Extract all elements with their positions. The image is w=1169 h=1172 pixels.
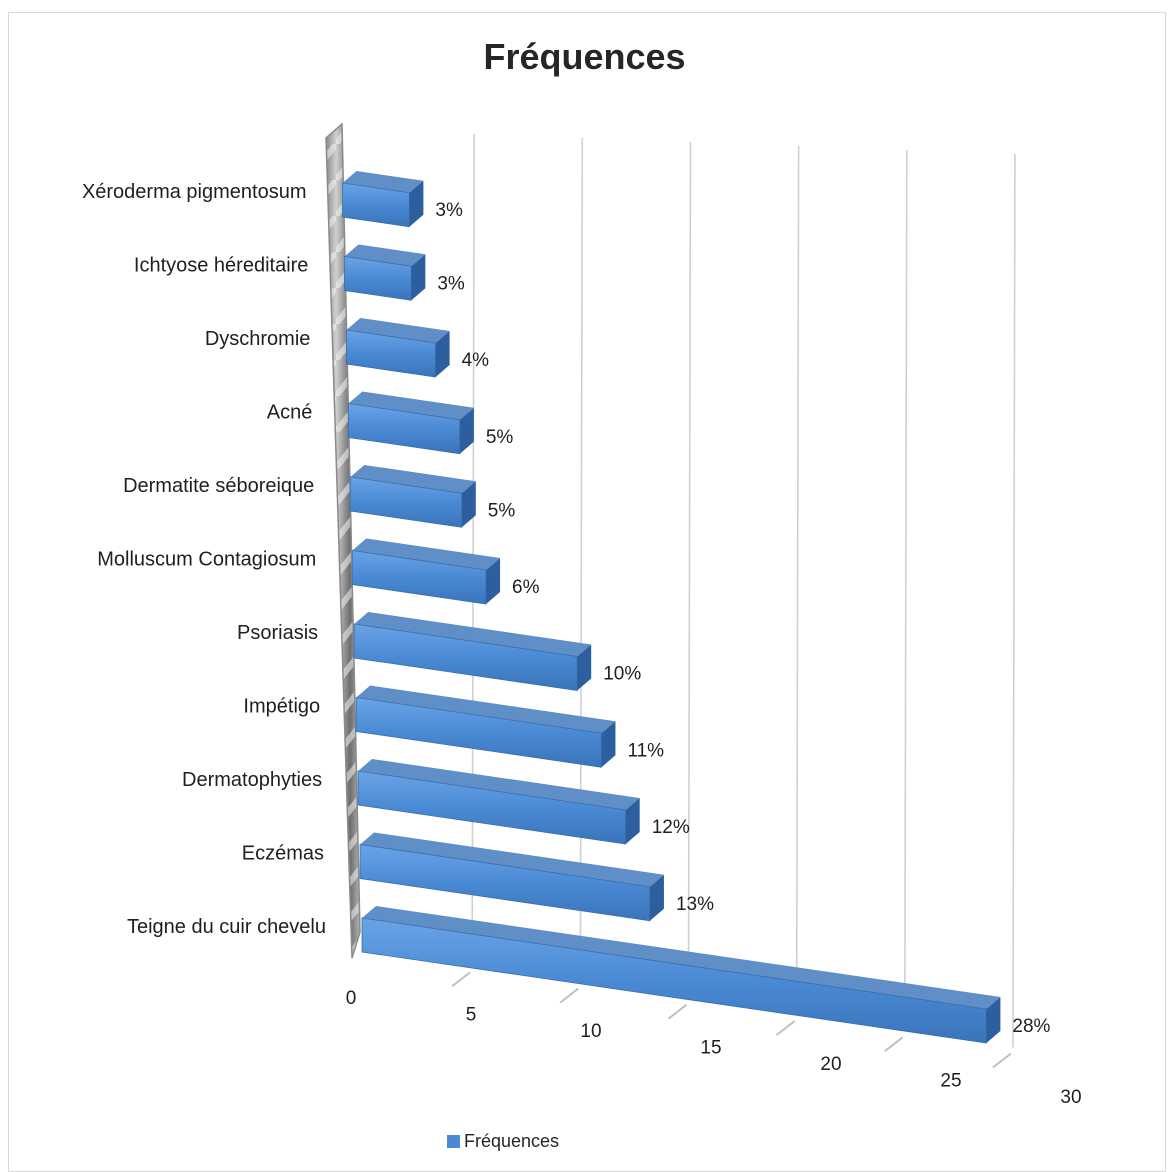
bar	[351, 538, 501, 605]
bar-end	[601, 721, 616, 768]
gridline	[903, 149, 908, 1032]
value-label: 5%	[486, 427, 514, 448]
bar	[349, 465, 476, 528]
gridline	[579, 137, 584, 983]
bar	[355, 685, 616, 768]
gridline	[471, 133, 475, 967]
bar-end	[986, 997, 1001, 1043]
floor-tick	[776, 1020, 796, 1036]
bar-top	[350, 465, 476, 494]
tick-label: 15	[700, 1038, 721, 1059]
bar	[345, 318, 450, 378]
bar	[342, 171, 424, 228]
floor-tick	[451, 971, 471, 988]
value-label: 4%	[462, 350, 490, 371]
category-label: Psoriasis	[237, 622, 318, 644]
bar-end	[649, 874, 664, 921]
bar-top	[344, 244, 426, 267]
bar-end	[625, 798, 640, 844]
bar-end	[459, 407, 474, 454]
bar-top	[360, 832, 664, 887]
bar-top	[352, 538, 501, 570]
tick-label: 0	[346, 988, 357, 1009]
value-label: 12%	[652, 817, 690, 838]
tick-label: 25	[940, 1071, 961, 1092]
bar	[359, 832, 664, 922]
bar-front	[361, 917, 987, 1044]
category-label: Dermatophyties	[182, 769, 322, 791]
bar	[347, 391, 474, 455]
category-label: Eczémas	[242, 843, 324, 865]
value-label: 6%	[512, 577, 540, 598]
bar	[357, 759, 640, 845]
back-wall	[325, 122, 361, 959]
category-label: Dyschromie	[205, 328, 311, 350]
bar-top	[342, 171, 424, 193]
legend-swatch	[447, 1135, 460, 1148]
category-label: Molluscum Contagiosum	[97, 549, 316, 571]
value-label: 3%	[437, 273, 465, 294]
bar-end	[486, 558, 501, 604]
category-label: Xéroderma pigmentosum	[82, 181, 307, 203]
bar	[361, 906, 1001, 1044]
gridline	[1012, 153, 1016, 1048]
tick-label: 30	[1060, 1087, 1081, 1108]
category-label: Impétigo	[243, 696, 320, 718]
floor-tick	[667, 1003, 688, 1020]
category-label: Dermatite séboreique	[123, 475, 314, 497]
value-label: 5%	[488, 500, 516, 521]
bar	[353, 612, 592, 691]
value-label: 11%	[627, 740, 664, 761]
bar-end	[411, 254, 426, 301]
floor-tick	[992, 1052, 1012, 1069]
bar-end	[577, 644, 592, 691]
value-label: 3%	[435, 200, 463, 221]
bar-end	[435, 331, 450, 377]
floor-tick	[559, 987, 579, 1004]
legend: Fréquences	[447, 1131, 559, 1152]
tick-label: 5	[466, 1005, 477, 1026]
category-label: Ichtyose héreditaire	[134, 255, 309, 277]
value-label: 10%	[603, 664, 641, 685]
tick-label: 10	[580, 1021, 601, 1042]
tick-label: 20	[820, 1054, 841, 1075]
bar-top	[362, 906, 1001, 1009]
bar	[344, 244, 426, 301]
bar-top	[356, 685, 616, 734]
bar-top	[358, 759, 640, 810]
bar-top	[348, 391, 474, 420]
category-label: Acné	[267, 402, 313, 424]
gridline	[687, 141, 692, 999]
legend-label: Fréquences	[464, 1131, 560, 1151]
bar-top	[354, 612, 592, 657]
category-label: Teigne du cuir chevelu	[127, 916, 326, 938]
floor-tick	[884, 1036, 904, 1053]
value-label: 13%	[676, 894, 714, 915]
value-label: 28%	[1012, 1016, 1050, 1037]
bar-top	[346, 318, 450, 343]
bar-end	[461, 481, 476, 528]
chart-title: Fréquences	[483, 36, 686, 77]
gridline	[795, 145, 800, 1016]
bar-end	[409, 180, 424, 227]
